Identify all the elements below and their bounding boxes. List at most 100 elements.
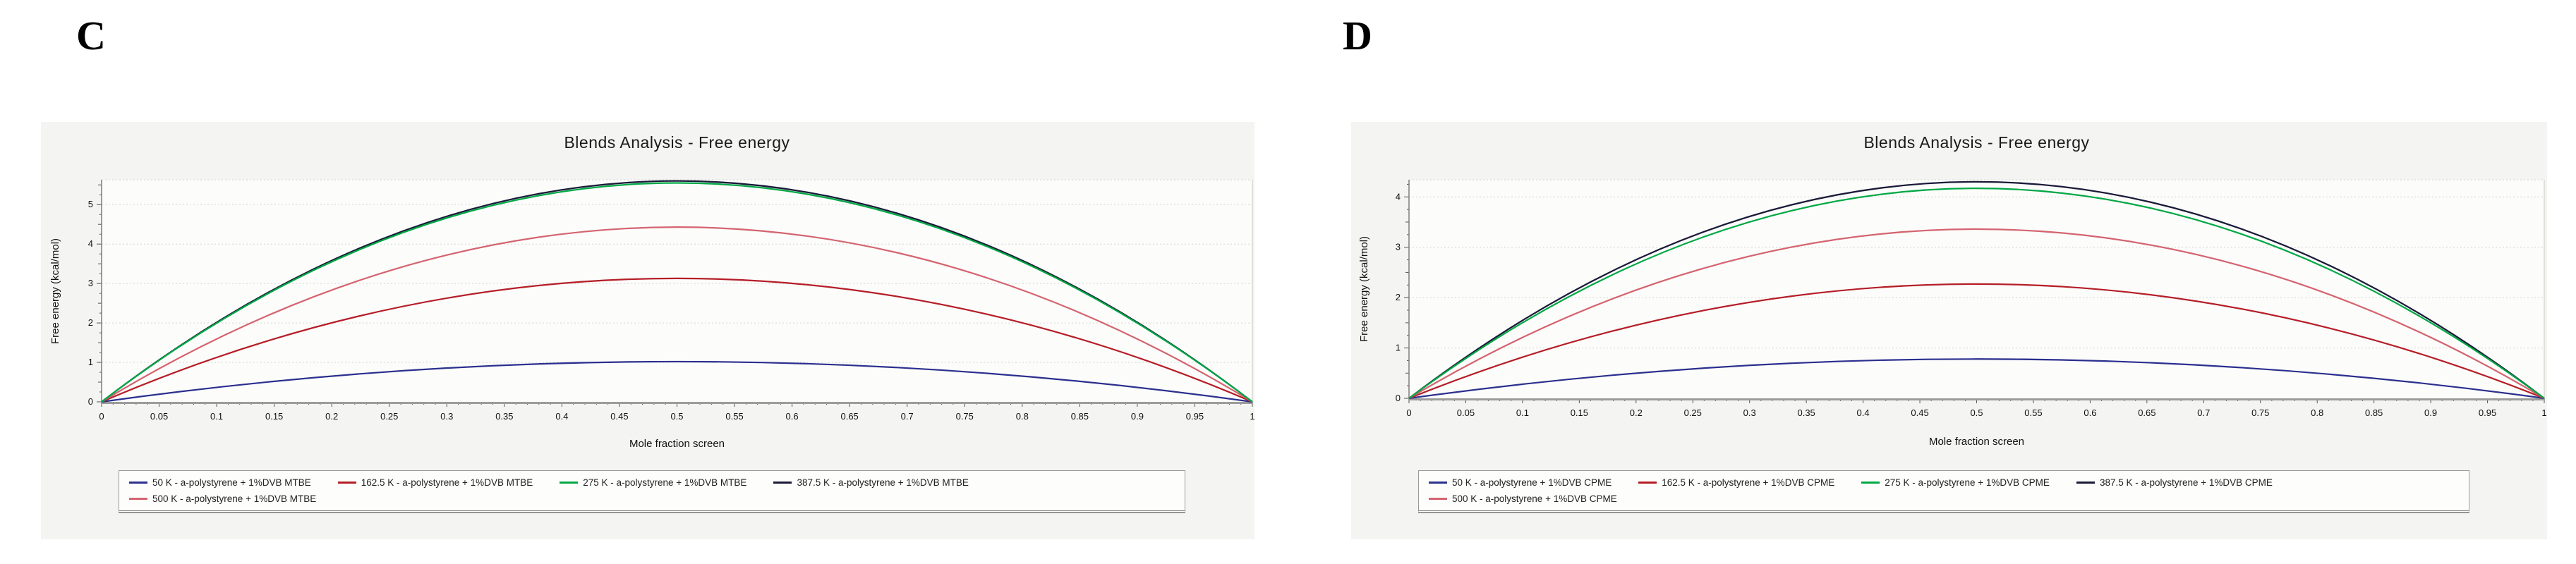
y-tick-label: 5	[88, 199, 93, 209]
x-tick-label: 0	[99, 411, 104, 422]
legend-item: 162.5 K - a-polystyrene + 1%DVB MTBE	[337, 477, 533, 488]
legend-item: 162.5 K - a-polystyrene + 1%DVB CPME	[1638, 477, 1834, 488]
legend-item: 500 K - a-polystyrene + 1%DVB MTBE	[129, 494, 316, 504]
x-tick-label: 0.6	[2084, 407, 2096, 418]
x-tick-label: 0.6	[786, 411, 799, 422]
x-tick-label: 0.25	[1684, 407, 1702, 418]
legend-label: 162.5 K - a-polystyrene + 1%DVB MTBE	[361, 477, 533, 488]
legend-line-swatch	[1429, 498, 1447, 500]
panel-label-c: C	[76, 13, 106, 59]
chart-panel-c: Blends Analysis - Free energy 0 0.05 0.1 0.…	[41, 122, 1254, 539]
legend-item: 275 K - a-polystyrene + 1%DVB CPME	[1861, 477, 2050, 488]
x-tick-label: 0.2	[1630, 407, 1643, 418]
x-tick-label: 0.95	[2479, 407, 2496, 418]
legend-item: 387.5 K - a-polystyrene + 1%DVB CPME	[2076, 477, 2273, 488]
series-curve	[101, 182, 1253, 403]
x-tick-label: 1	[1250, 411, 1254, 422]
x-axis-label: Mole fraction screen	[1928, 436, 2025, 448]
x-tick-label: 0.85	[2365, 407, 2383, 418]
plot-area: 0 0.05 0.1 0.15 0.2 0.25 0.3 0.35 0.4 0.45 0.5 0.55…	[88, 179, 1254, 422]
y-tick-label: 3	[88, 278, 93, 288]
x-tick-label: 0.75	[2251, 407, 2269, 418]
series-curve	[1408, 180, 2545, 399]
x-tick-label: 0.45	[1911, 407, 1928, 418]
legend: 50 K - a-polystyrene + 1%DVB MTBE 162.5 K…	[119, 470, 1185, 513]
legend-line-swatch	[337, 482, 356, 484]
legend-line-swatch	[1861, 482, 1880, 484]
x-tick-label: 0.8	[2311, 407, 2323, 418]
x-tick-label: 0.75	[956, 411, 974, 422]
x-tick-label: 0.95	[1186, 411, 1204, 422]
chart-title: Blends Analysis - Free energy	[564, 133, 790, 152]
x-tick-label: 0.55	[2024, 407, 2042, 418]
x-tick-label: 0.25	[380, 411, 398, 422]
x-tick-label: 0.5	[1970, 407, 1983, 418]
x-tick-label: 0.7	[2197, 407, 2210, 418]
y-tick-label: 2	[1396, 292, 1401, 302]
plot-area: 0 0.05 0.1 0.15 0.2 0.25 0.3 0.35 0.4 0.45 0.5 0.55…	[1396, 179, 2547, 418]
legend-item: 275 K - a-polystyrene + 1%DVB MTBE	[560, 477, 746, 488]
x-tick-label: 0.65	[2138, 407, 2155, 418]
y-tick-label: 0	[1396, 393, 1401, 403]
y-tick-label: 4	[88, 238, 93, 249]
x-tick-label: 0.35	[495, 411, 513, 422]
y-tick-label: 1	[1396, 343, 1401, 353]
x-tick-label: 0.4	[1857, 407, 1870, 418]
x-tick-label: 0.85	[1071, 411, 1089, 422]
y-axis-label: Free energy (kcal/mol)	[49, 238, 61, 344]
x-tick-label: 1	[2541, 407, 2546, 418]
y-tick-label: 3	[1396, 242, 1401, 252]
chart-panel-d: Blends Analysis - Free energy 0 0.05 0.1 0.…	[1351, 122, 2547, 539]
plot-background	[102, 180, 1252, 402]
y-tick-label: 1	[88, 357, 93, 367]
x-tick-label: 0	[1406, 407, 1411, 418]
legend-line-swatch	[2076, 482, 2095, 484]
legend-item: 387.5 K - a-polystyrene + 1%DVB MTBE	[773, 477, 969, 488]
legend-line-swatch	[773, 482, 792, 484]
x-tick-label: 0.15	[1571, 407, 1588, 418]
plot-background	[1409, 180, 2544, 398]
legend: 50 K - a-polystyrene + 1%DVB CPME 162.5 K…	[1418, 470, 2469, 513]
series-curve	[1408, 188, 2545, 399]
legend-label: 50 K - a-polystyrene + 1%DVB CPME	[1452, 477, 1612, 488]
legend-line-swatch	[129, 498, 147, 500]
x-tick-label: 0.45	[610, 411, 628, 422]
y-tick-label: 4	[1396, 191, 1401, 202]
series-curve	[101, 180, 1253, 403]
legend-item: 50 K - a-polystyrene + 1%DVB MTBE	[129, 477, 311, 488]
x-tick-label: 0.05	[1457, 407, 1475, 418]
series-curve	[1408, 358, 2545, 400]
legend-item: 50 K - a-polystyrene + 1%DVB CPME	[1429, 477, 1611, 488]
series-curve	[1408, 283, 2545, 400]
x-tick-label: 0.8	[1016, 411, 1029, 422]
legend-label: 387.5 K - a-polystyrene + 1%DVB CPME	[2099, 477, 2273, 488]
y-tick-label: 0	[88, 396, 93, 407]
x-tick-label: 0.35	[1797, 407, 1815, 418]
x-axis-label: Mole fraction screen	[629, 438, 725, 450]
y-axis-label: Free energy (kcal/mol)	[1358, 235, 1370, 343]
legend-line-swatch	[560, 482, 579, 484]
chart-title: Blends Analysis - Free energy	[1863, 133, 2090, 152]
legend-label: 275 K - a-polystyrene + 1%DVB CPME	[1885, 477, 2050, 488]
x-tick-label: 0.1	[1516, 407, 1529, 418]
legend-label: 50 K - a-polystyrene + 1%DVB MTBE	[152, 477, 311, 488]
x-tick-label: 0.9	[1131, 411, 1144, 422]
y-tick-label: 2	[88, 317, 93, 328]
legend-label: 275 K - a-polystyrene + 1%DVB MTBE	[583, 477, 747, 488]
x-tick-label: 0.4	[555, 411, 568, 422]
x-tick-label: 0.9	[2424, 407, 2437, 418]
series-curve	[1408, 228, 2545, 399]
legend-line-swatch	[129, 482, 147, 484]
x-tick-label: 0.05	[150, 411, 168, 422]
legend-label: 162.5 K - a-polystyrene + 1%DVB CPME	[1662, 477, 1835, 488]
x-tick-label: 0.1	[210, 411, 223, 422]
x-tick-label: 0.3	[440, 411, 453, 422]
legend-item: 500 K - a-polystyrene + 1%DVB CPME	[1429, 494, 1617, 504]
x-tick-label: 0.55	[725, 411, 743, 422]
legend-line-swatch	[1429, 482, 1447, 484]
x-tick-label: 0.65	[840, 411, 858, 422]
series-curve	[101, 360, 1253, 403]
x-tick-label: 0.15	[265, 411, 283, 422]
x-tick-label: 0.5	[670, 411, 683, 422]
